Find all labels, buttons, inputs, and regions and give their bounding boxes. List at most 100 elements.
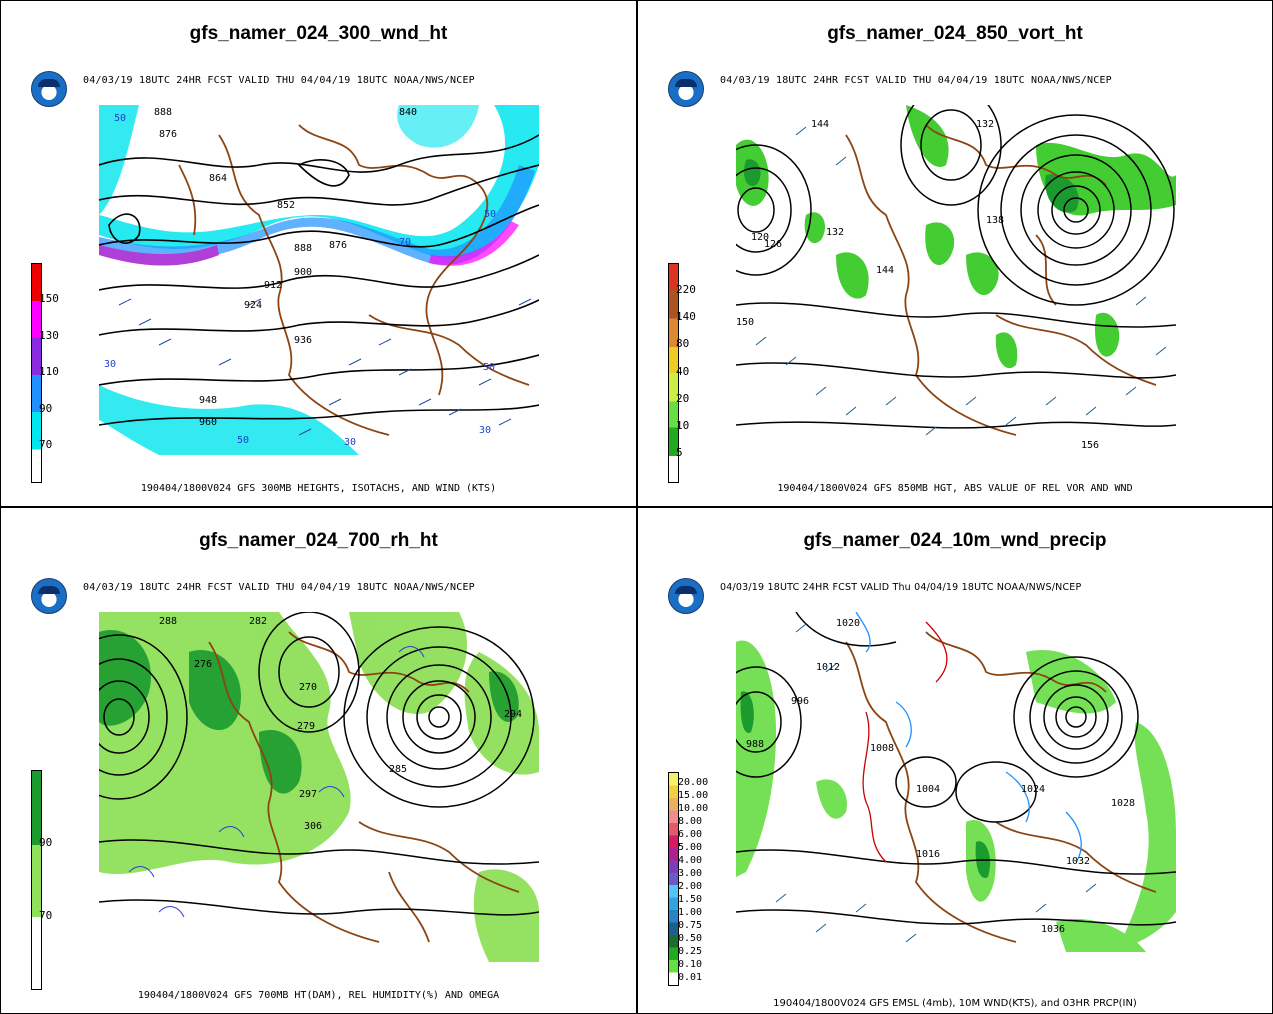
colorbar (31, 770, 42, 990)
contour-label: 297 (299, 789, 317, 800)
panel-footer: 190404/1800V024 GFS 300MB HEIGHTS, ISOTA… (140, 483, 497, 494)
contour-label: 900 (294, 267, 312, 278)
colorbar-label: 220 (676, 283, 696, 296)
isotach-label: 30 (479, 425, 491, 436)
contour-label: 876 (159, 129, 177, 140)
colorbar-label: 0.10 (678, 959, 703, 970)
contour-label: 888 (294, 243, 312, 254)
contour-label: 1004 (916, 784, 940, 795)
isotach-label: 50 (114, 113, 126, 124)
panel-700mb-rh: gfs_namer_024_700_rh_ht 04/03/19 18UTC 2… (0, 507, 637, 1014)
contour-label: 1016 (916, 849, 940, 860)
contour-label: 1028 (1111, 798, 1135, 809)
isotach-label: 50 (483, 362, 495, 373)
colorbar (668, 263, 679, 483)
colorbar-label: 3.00 (678, 868, 703, 879)
colorbar-label: 4.00 (678, 855, 703, 866)
contour-label: 888 (154, 107, 172, 118)
panel-title: gfs_namer_024_850_vort_ht (827, 23, 1083, 44)
colorbar (31, 263, 42, 483)
isotach-label: 50 (237, 435, 249, 446)
colorbar-label: 5.00 (678, 842, 703, 853)
contour-label: 936 (294, 335, 312, 346)
panel-header: 04/03/19 18UTC 24HR FCST VALID THU 04/04… (720, 75, 1112, 86)
contour-label: 840 (399, 107, 417, 118)
contour-label: 156 (1081, 440, 1099, 451)
isotach-label: 50 (484, 209, 496, 220)
colorbar-label: 90 (39, 402, 53, 415)
panel-title: gfs_namer_024_300_wnd_ht (189, 23, 448, 44)
colorbar-label: 1.00 (678, 907, 703, 918)
colorbar-label: 2.00 (678, 881, 703, 892)
contour-label: 912 (264, 280, 282, 291)
map-mslp-precip: 1020 1012 1004 1008 1016 1024 1028 1032 … (736, 612, 1176, 962)
contour-label: 1020 (836, 618, 860, 629)
colorbar-label: 130 (39, 329, 59, 342)
colorbar-label: 5 (676, 446, 683, 459)
contour-label: 285 (389, 764, 407, 775)
panel-title: gfs_namer_024_700_rh_ht (199, 530, 438, 551)
contour-label: 988 (746, 739, 764, 750)
isotach-label: 70 (399, 237, 411, 248)
colorbar-label: 8.00 (678, 816, 703, 827)
colorbar-label: 10 (676, 419, 690, 432)
contour-label: 270 (299, 682, 317, 693)
contour-label: 1012 (816, 662, 840, 673)
contour-label: 120 (751, 232, 769, 243)
contour-label: 279 (297, 721, 315, 732)
colorbar-label: 6.00 (678, 829, 703, 840)
contour-label: 126 (764, 239, 782, 250)
panel-header: 04/03/19 18UTC 24HR FCST VALID Thu 04/04… (720, 582, 1082, 593)
contour-label: 282 (249, 616, 267, 627)
colorbar-label: 1.50 (678, 894, 703, 905)
colorbar-label: 90 (39, 836, 53, 849)
colorbar-label: 70 (39, 438, 53, 451)
panel-10m-wind-precip: gfs_namer_024_10m_wnd_precip 04/03/19 18… (637, 507, 1273, 1014)
colorbar-label: 0.50 (678, 933, 703, 944)
contour-label: 138 (986, 215, 1004, 226)
contour-label: 132 (976, 119, 994, 130)
contour-label: 288 (159, 616, 177, 627)
contour-label: 996 (791, 696, 809, 707)
contour-label: 864 (209, 173, 227, 184)
contour-label: 1032 (1066, 856, 1090, 867)
noaa-logo-icon (31, 578, 67, 614)
panel-header: 04/03/19 18UTC 24HR FCST VALID THU 04/04… (83, 75, 475, 86)
contour-label: 876 (329, 240, 347, 251)
map-700mb: 288 276 270 279 297 306 294 285 282 (99, 612, 539, 962)
colorbar (668, 772, 679, 986)
noaa-logo-icon (31, 71, 67, 107)
map-850mb: 144 132 120 126 132 138 144 150 156 (736, 105, 1176, 455)
map-300mb: 888 876 864 852 840 900 912 924 936 948 … (99, 105, 539, 455)
colorbar-label: 0.01 (678, 972, 703, 983)
colorbar-label: 150 (39, 292, 59, 305)
panel-header: 04/03/19 18UTC 24HR FCST VALID THU 04/04… (83, 582, 475, 593)
contour-label: 852 (277, 200, 295, 211)
panel-title: gfs_namer_024_10m_wnd_precip (803, 530, 1107, 551)
contour-label: 924 (244, 300, 262, 311)
colorbar-label: 110 (39, 365, 59, 378)
contour-label: 960 (199, 417, 217, 428)
colorbar-label: 10.00 (678, 803, 709, 814)
contour-label: 294 (504, 709, 522, 720)
isotach-label: 30 (344, 437, 356, 448)
colorbar-label: 15.00 (678, 790, 709, 801)
panel-850mb-vorticity: gfs_namer_024_850_vort_ht 04/03/19 18UTC… (637, 0, 1273, 507)
contour-label: 150 (736, 317, 754, 328)
contour-label: 276 (194, 659, 212, 670)
isotach-label: 30 (104, 359, 116, 370)
contour-label: 1008 (870, 743, 894, 754)
colorbar-label: 20.00 (678, 777, 709, 788)
contour-label: 1024 (1021, 784, 1045, 795)
colorbar-label: 70 (39, 909, 53, 922)
colorbar-label: 20 (676, 392, 690, 405)
panel-footer: 190404/1800V024 GFS EMSL (4mb), 10M WND(… (773, 998, 1137, 1009)
contour-label: 144 (811, 119, 829, 130)
contour-label: 144 (876, 265, 894, 276)
colorbar-label: 140 (676, 310, 696, 323)
contour-label: 306 (304, 821, 322, 832)
panel-footer: 190404/1800V024 GFS 850MB HGT, ABS VALUE… (777, 483, 1133, 494)
colorbar-label: 40 (676, 365, 690, 378)
colorbar-label: 0.25 (678, 946, 703, 957)
